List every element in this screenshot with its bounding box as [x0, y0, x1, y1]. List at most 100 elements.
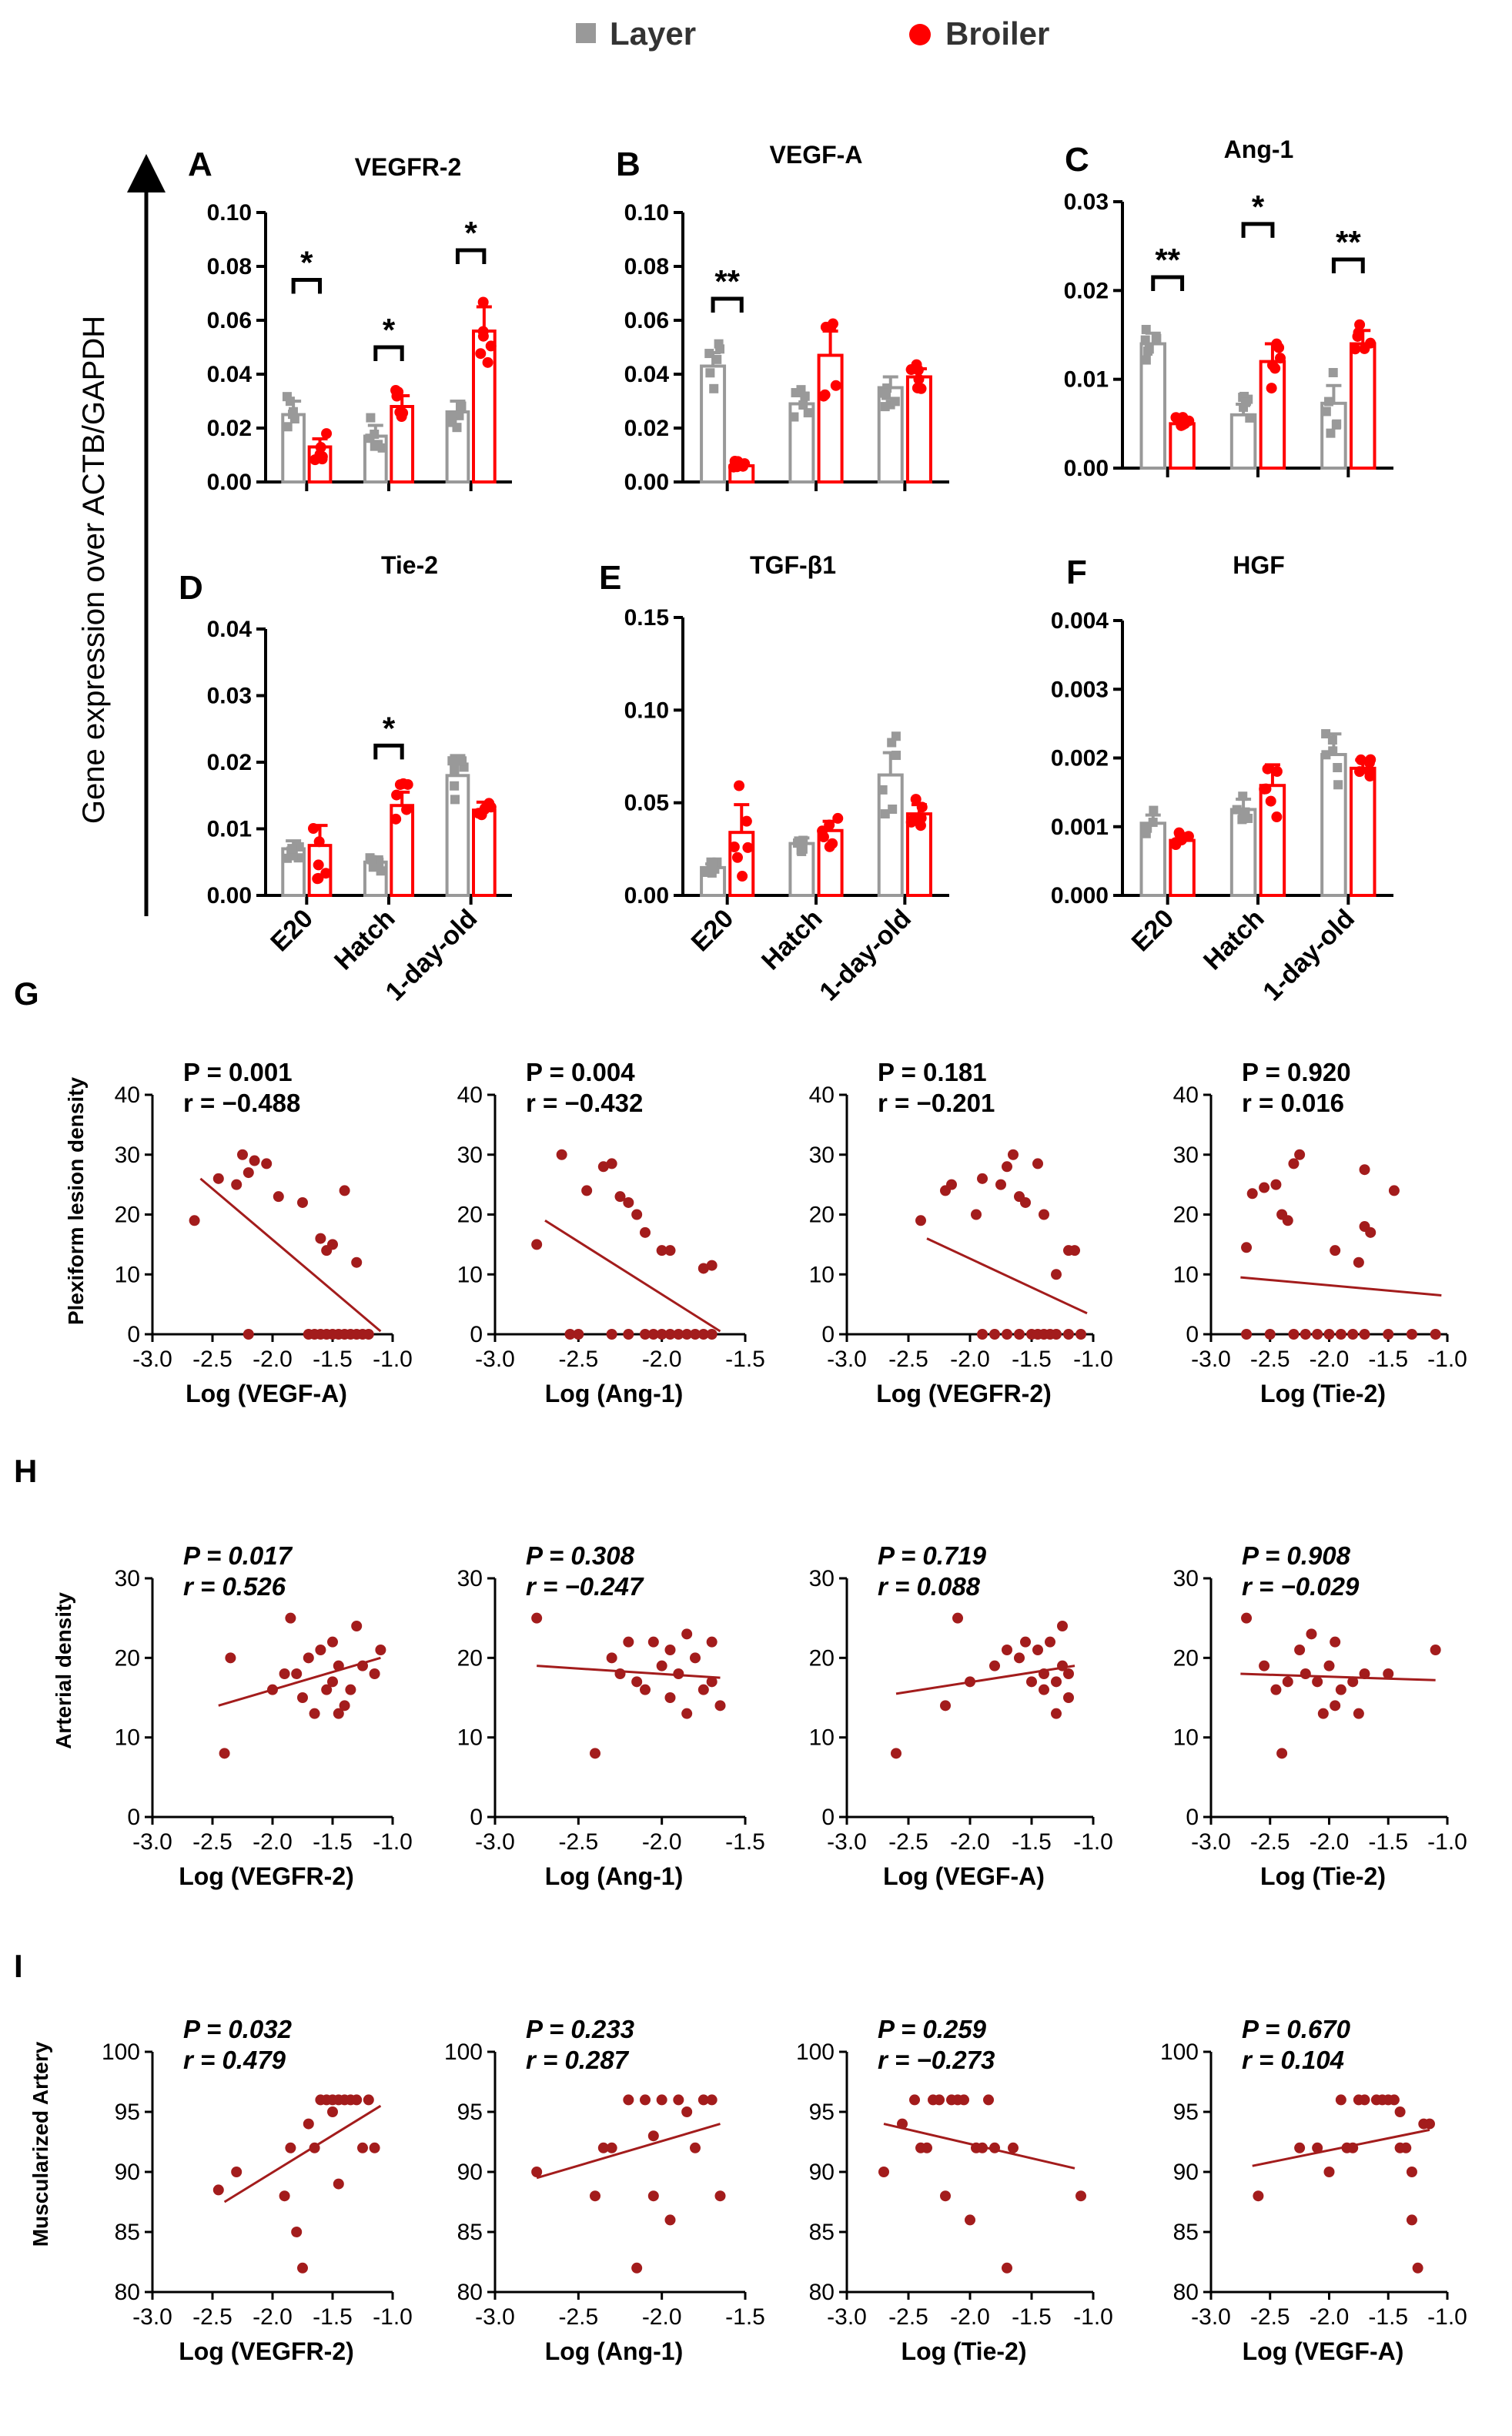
- data-dot: [911, 359, 922, 370]
- x-tick-label: E20: [1126, 904, 1180, 958]
- scatter-point: [909, 2094, 920, 2106]
- y-tick-label: 0.001: [1051, 815, 1109, 840]
- x-tick-label: -1.5: [313, 2304, 353, 2330]
- y-tick-label: 0.06: [624, 308, 669, 333]
- data-dot: [401, 804, 413, 815]
- data-dot: [1271, 766, 1283, 778]
- x-tick-label: -2.5: [192, 1347, 232, 1372]
- scatter-point: [1359, 1668, 1370, 1679]
- scatter-point: [681, 1708, 693, 1719]
- scatter-point: [369, 1668, 380, 1679]
- scatter-point: [1406, 1329, 1417, 1340]
- significance-bracket: [1331, 257, 1365, 273]
- scatter-point: [531, 1239, 543, 1250]
- y-tick-label: 100: [444, 2039, 483, 2065]
- x-tick-label: -2.0: [253, 2304, 293, 2330]
- data-dot: [1355, 754, 1366, 765]
- panel-a: A VEGFR-2 0.00 0.02 0.04 0.06 0.08 0.10 * * *: [188, 146, 512, 495]
- legend-broiler-swatch: [909, 24, 931, 45]
- data-dot: [1259, 783, 1270, 795]
- scatter-point: [1330, 1636, 1341, 1648]
- x-tick-label: -3.0: [132, 2304, 172, 2330]
- y-tick-label: 0.01: [1064, 367, 1109, 393]
- significance-bracket: [373, 345, 404, 361]
- scatter-point: [351, 2094, 363, 2106]
- data-dot: [479, 804, 490, 815]
- fit-line: [1240, 1672, 1436, 1681]
- scatter-point: [581, 1185, 593, 1196]
- y-tick-label: 0.03: [1064, 189, 1109, 215]
- data-dot: [832, 812, 844, 824]
- panel-i1: 80 85 90 95 100 -3.0 -2.5 -2.0 -1.5 -1.0 Log (VEGF…: [102, 2015, 413, 2365]
- y-tick-label: 10: [457, 1725, 483, 1751]
- scatter-point: [697, 1263, 709, 1274]
- scatter-point: [273, 1191, 284, 1203]
- data-dot: [891, 751, 902, 761]
- scatter-point: [531, 2167, 543, 2177]
- x-tick-label: -3.0: [475, 1829, 515, 1855]
- x-axis-label: Log (Ang-1): [545, 1862, 684, 1890]
- x-axis-label: Log (VEGFR-2): [179, 2337, 354, 2365]
- stat-p-value: P = 0.670: [1242, 2015, 1351, 2043]
- y-tick-label: 30: [115, 1143, 140, 1168]
- scatter-point: [1406, 2167, 1417, 2177]
- y-tick-label: 90: [1173, 2160, 1199, 2185]
- scatter-point: [327, 1239, 338, 1250]
- bar: [1349, 342, 1377, 470]
- panel-g2: 0 10 20 30 40 -3.0 -2.5 -2.0 -1.5 Log (Ang-1) P = …: [457, 1058, 765, 1407]
- scatter-point: [1270, 1684, 1282, 1695]
- fit-line: [537, 1665, 721, 1679]
- data-dot: [1232, 805, 1242, 815]
- scatter-point: [664, 1645, 676, 1655]
- scatter-point: [1282, 1215, 1293, 1226]
- scatter-point: [1051, 1676, 1062, 1688]
- stat-p-value: P = 0.017: [183, 1541, 293, 1570]
- scatter-point: [333, 1708, 344, 1719]
- y-tick-label: 0.15: [624, 605, 669, 631]
- scatter-point: [339, 1700, 350, 1712]
- y-tick-label: 20: [809, 1203, 835, 1228]
- scatter-point: [225, 1652, 236, 1664]
- x-tick-label: -3.0: [475, 2304, 515, 2330]
- x-tick-label: -1.0: [1073, 1829, 1113, 1855]
- scatter-point: [647, 1329, 659, 1340]
- scatter-point: [1330, 1700, 1341, 1712]
- data-dot: [482, 356, 493, 368]
- panel-h1: 0 10 20 30 -3.0 -2.5 -2.0 -1.5 -1.0 Log (VEGFR-2)…: [115, 1541, 413, 1890]
- scatter-point: [303, 2118, 314, 2130]
- y-tick-label: 20: [1173, 1645, 1199, 1671]
- data-dot: [450, 795, 460, 805]
- scatter-point: [1288, 1329, 1300, 1340]
- x-tick-label: -1.0: [1073, 1347, 1113, 1372]
- scatter-point: [977, 1173, 988, 1184]
- scatter-point: [1312, 1676, 1323, 1688]
- data-dot: [1183, 415, 1195, 427]
- data-dot: [1328, 746, 1338, 756]
- panel-h4: 0 10 20 30 -3.0 -2.5 -2.0 -1.5 -1.0 Log (Tie-2) P …: [1173, 1541, 1467, 1890]
- bar: [1349, 766, 1377, 898]
- x-tick-label: -3.0: [1191, 1347, 1231, 1372]
- data-dot: [707, 868, 717, 878]
- scatter-point: [983, 2094, 994, 2106]
- scatter-point: [363, 1329, 374, 1340]
- x-tick-label: Hatch: [1198, 904, 1270, 976]
- x-tick-label: -2.5: [888, 2304, 928, 2330]
- scatter-point: [333, 2178, 344, 2190]
- panel-letter: D: [179, 569, 203, 607]
- scatter-point: [1383, 1668, 1394, 1679]
- data-dot: [477, 330, 489, 342]
- y-tick-label: 100: [796, 2039, 835, 2065]
- scatter-point: [1057, 1621, 1068, 1631]
- data-dot: [320, 868, 332, 879]
- scatter-point: [1323, 2167, 1335, 2177]
- data-dot: [729, 455, 741, 467]
- scatter-point: [656, 1660, 667, 1671]
- scatter-point: [1294, 1645, 1306, 1655]
- panel-c: C Ang-10.000.010.020.03*****: [1064, 136, 1393, 481]
- significance-label: *: [464, 215, 477, 251]
- x-tick-label: -2.0: [1310, 1829, 1350, 1855]
- y-tick-label: 0.00: [207, 883, 252, 908]
- y-tick-label: 95: [115, 2100, 140, 2125]
